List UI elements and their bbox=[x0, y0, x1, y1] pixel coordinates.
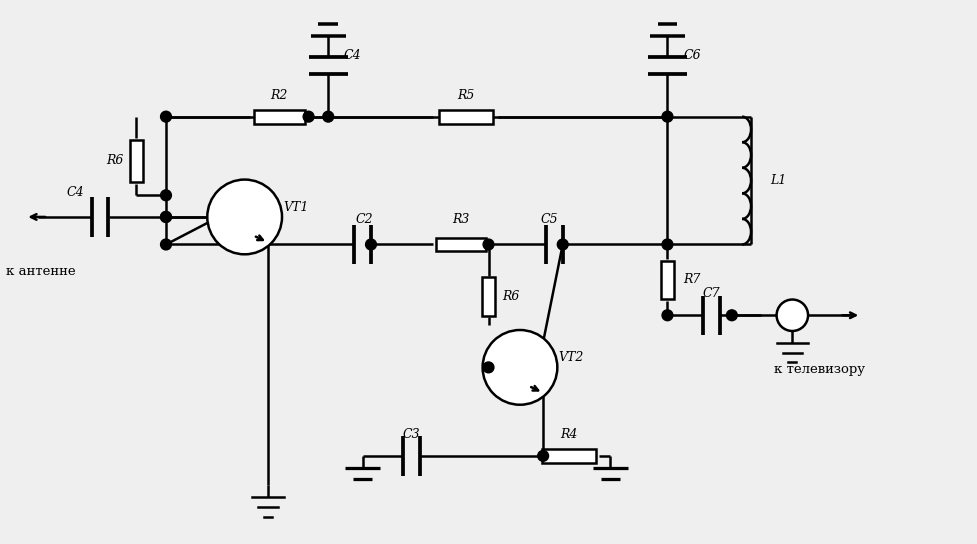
Text: C4: C4 bbox=[344, 49, 361, 62]
Circle shape bbox=[726, 310, 737, 320]
Text: C4: C4 bbox=[66, 186, 84, 199]
Circle shape bbox=[483, 362, 493, 373]
Circle shape bbox=[160, 190, 171, 201]
Circle shape bbox=[661, 111, 672, 122]
Text: C2: C2 bbox=[356, 213, 373, 226]
Text: L1: L1 bbox=[770, 174, 786, 187]
Circle shape bbox=[776, 300, 807, 331]
Text: R4: R4 bbox=[560, 428, 577, 441]
Circle shape bbox=[160, 212, 171, 222]
Text: R7: R7 bbox=[683, 274, 700, 286]
Circle shape bbox=[160, 111, 171, 122]
Circle shape bbox=[482, 330, 557, 405]
Circle shape bbox=[322, 111, 333, 122]
Circle shape bbox=[365, 239, 376, 250]
Bar bbox=[481, 277, 495, 316]
Text: C3: C3 bbox=[403, 428, 420, 441]
Text: к антенне: к антенне bbox=[6, 264, 76, 277]
Bar bbox=[130, 140, 144, 182]
Circle shape bbox=[207, 180, 281, 254]
Text: R6: R6 bbox=[106, 154, 123, 168]
Text: C7: C7 bbox=[702, 287, 720, 300]
Bar bbox=[439, 110, 492, 123]
Circle shape bbox=[661, 239, 672, 250]
Text: R3: R3 bbox=[451, 213, 469, 226]
Text: VT1: VT1 bbox=[282, 201, 308, 214]
Bar bbox=[541, 449, 596, 463]
Text: C5: C5 bbox=[540, 213, 558, 226]
Text: R5: R5 bbox=[456, 89, 474, 102]
Circle shape bbox=[537, 450, 548, 461]
Circle shape bbox=[160, 212, 171, 222]
Circle shape bbox=[483, 239, 493, 250]
Circle shape bbox=[303, 111, 314, 122]
Text: R6: R6 bbox=[502, 290, 519, 303]
Text: к телевизору: к телевизору bbox=[774, 363, 865, 376]
Text: R2: R2 bbox=[270, 89, 287, 102]
Bar bbox=[659, 261, 674, 299]
Text: C6: C6 bbox=[683, 49, 701, 62]
Circle shape bbox=[160, 239, 171, 250]
Bar bbox=[436, 238, 485, 251]
Text: VT2: VT2 bbox=[558, 351, 583, 364]
Bar bbox=[253, 110, 304, 123]
Circle shape bbox=[557, 239, 568, 250]
Circle shape bbox=[661, 310, 672, 320]
